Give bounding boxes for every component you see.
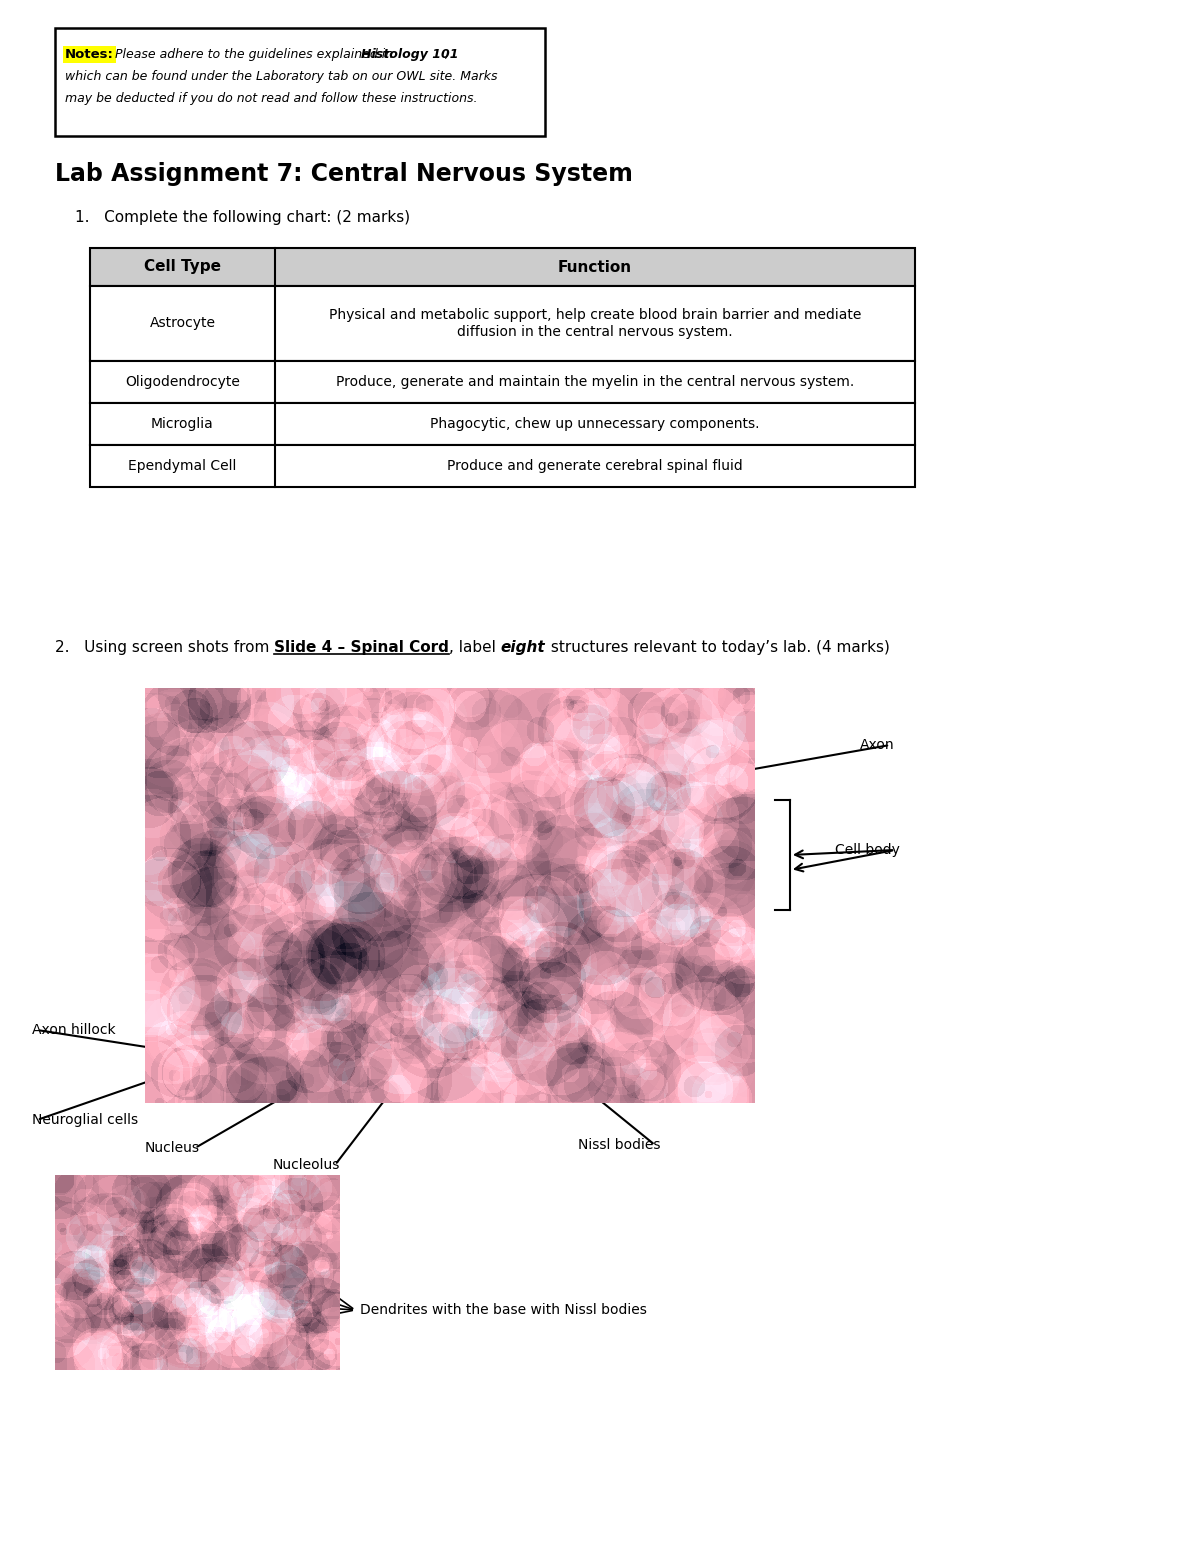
Text: Please adhere to the guidelines explained in: Please adhere to the guidelines explaine…: [112, 48, 397, 61]
Text: , label: , label: [449, 640, 500, 655]
Text: Microglia: Microglia: [151, 418, 214, 432]
Text: Function: Function: [558, 259, 632, 275]
Bar: [55, 28, 545, 137]
Text: Cell body: Cell body: [835, 843, 900, 857]
Text: Notes:: Notes:: [65, 48, 114, 61]
Text: ,: ,: [445, 48, 449, 61]
Text: 1.   Complete the following chart: (2 marks): 1. Complete the following chart: (2 mark…: [74, 210, 410, 225]
Bar: [90, 360, 916, 402]
Text: Histology 101: Histology 101: [361, 48, 458, 61]
Text: Neuroglial cells: Neuroglial cells: [32, 1114, 138, 1127]
Text: Produce, generate and maintain the myelin in the central nervous system.: Produce, generate and maintain the myeli…: [336, 374, 854, 388]
Text: Astrocyte: Astrocyte: [150, 317, 216, 331]
Text: Phagocytic, chew up unnecessary components.: Phagocytic, chew up unnecessary componen…: [431, 418, 760, 432]
Text: Physical and metabolic support, help create blood brain barrier and mediate
diff: Physical and metabolic support, help cre…: [329, 309, 862, 339]
Text: Ependymal Cell: Ependymal Cell: [128, 460, 236, 474]
Text: Axon hillock: Axon hillock: [32, 1023, 115, 1037]
Text: eight: eight: [500, 640, 546, 655]
Text: Produce and generate cerebral spinal fluid: Produce and generate cerebral spinal flu…: [448, 460, 743, 474]
Text: Slide 4 – Spinal Cord: Slide 4 – Spinal Cord: [275, 640, 449, 655]
Bar: [90, 402, 916, 446]
Text: Lab Assignment 7: Central Nervous System: Lab Assignment 7: Central Nervous System: [55, 162, 632, 186]
Text: which can be found under the Laboratory tab on our OWL site. Marks: which can be found under the Laboratory …: [65, 70, 498, 82]
Text: Nucleolus: Nucleolus: [272, 1159, 340, 1173]
Text: Axon: Axon: [860, 738, 895, 752]
Bar: [90, 446, 916, 488]
Text: Nucleus: Nucleus: [145, 1141, 200, 1155]
Text: Oligodendrocyte: Oligodendrocyte: [125, 374, 240, 388]
Text: Nissl bodies: Nissl bodies: [577, 1138, 660, 1152]
Text: structures relevant to today’s lab. (4 marks): structures relevant to today’s lab. (4 m…: [546, 640, 889, 655]
Text: Cell Type: Cell Type: [144, 259, 221, 275]
Bar: [90, 248, 916, 286]
Bar: [90, 286, 916, 360]
Text: may be deducted if you do not read and follow these instructions.: may be deducted if you do not read and f…: [65, 92, 478, 106]
Text: 2.   Using screen shots from: 2. Using screen shots from: [55, 640, 275, 655]
Text: Dendrites with the base with Nissl bodies: Dendrites with the base with Nissl bodie…: [360, 1303, 647, 1317]
